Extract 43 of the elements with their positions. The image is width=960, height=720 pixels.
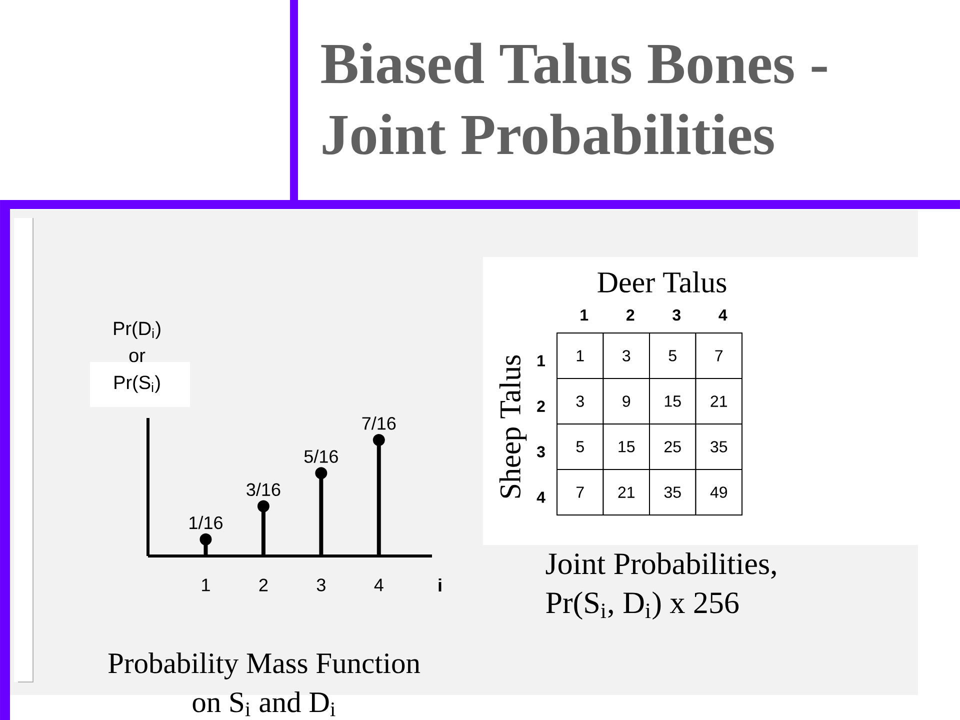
x-tick-label: 2: [259, 578, 268, 592]
x-tick-label: 4: [374, 578, 384, 592]
y-tick-label: 1: [538, 355, 546, 366]
point: [200, 533, 212, 546]
text: Biased Talus Bones - Joint Probabilities: [321, 42, 827, 155]
x-tick-label: 1: [202, 578, 210, 592]
x-tick-label: 3: [672, 309, 680, 321]
data-label: 49: [710, 486, 728, 498]
data-label: 7/16: [362, 416, 396, 430]
data-label: 7: [576, 486, 584, 498]
text: Probability Mass Function on S$_{i}$ and D$_{i}$: [108, 652, 420, 716]
data-label: 35: [664, 486, 681, 498]
data-label: 9: [622, 396, 630, 407]
x-axis-title: Deer Talus: [598, 271, 726, 293]
text: Joint Probabilities, Pr(S$_{i}$, D$_{i}$) x 256: [546, 552, 776, 620]
data-label: 3: [576, 396, 584, 407]
y-axis-title: Pr(D$_{i}$) or Pr(S$_{i}$): [114, 321, 160, 393]
point: [257, 500, 270, 512]
data-label: 5/16: [304, 450, 338, 463]
x-tick-label: 2: [626, 309, 634, 321]
x-tick-label: 1: [580, 309, 588, 320]
data-label: 21: [710, 396, 727, 407]
data-label: 7: [715, 350, 723, 362]
data-label: 5: [668, 350, 676, 362]
x-tick-label: 3: [316, 578, 326, 592]
data-label: 35: [710, 441, 728, 452]
point: [315, 467, 328, 480]
x-axis-title: i: [438, 578, 442, 592]
data-label: 3: [622, 350, 630, 362]
data-label: 1: [576, 350, 584, 362]
data-label: 25: [664, 441, 681, 452]
x-tick-label: 4: [718, 309, 728, 320]
data-label: 15: [618, 441, 635, 452]
point: [372, 434, 385, 446]
data-label: 5: [576, 441, 584, 452]
data-label: 1/16: [190, 516, 222, 530]
data-label: 3/16: [246, 482, 280, 496]
y-tick-label: 2: [537, 400, 545, 412]
y-tick-label: 3: [536, 446, 545, 458]
data-label: 15: [664, 396, 681, 407]
data-label: 21: [618, 486, 634, 498]
y-tick-label: 4: [536, 492, 546, 503]
y-axis-title: Sheep Talus: [499, 355, 527, 498]
